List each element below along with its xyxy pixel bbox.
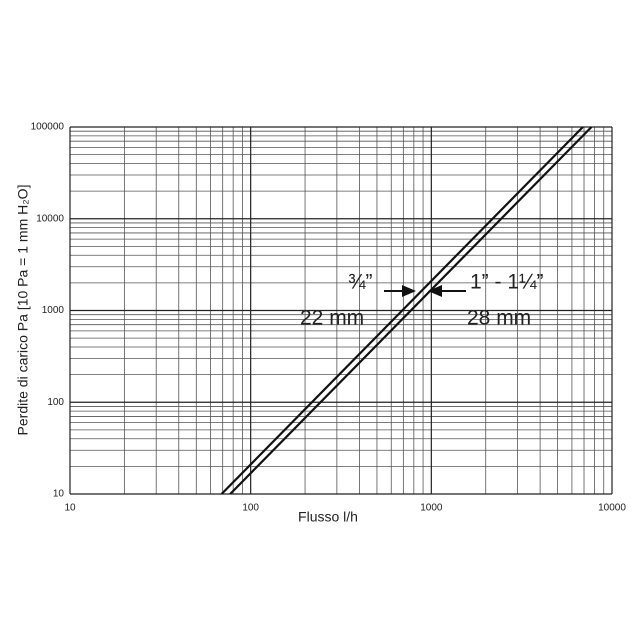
y-tick-label: 100 [47, 397, 64, 408]
y-tick-label: 1000 [42, 305, 65, 316]
series-line [220, 127, 584, 494]
series-label: 22 mm [300, 307, 364, 330]
x-axis-label: Flusso l/h [298, 509, 358, 525]
arrow [428, 285, 466, 297]
y-tick-label: 10 [53, 489, 65, 500]
series-line [229, 127, 593, 494]
y-axis-label: Perdite di carico Pa [10 Pa = 1 mm H₂O] [15, 185, 31, 436]
series-label: 28 mm [467, 307, 531, 330]
y-tick-label: 10000 [36, 213, 64, 224]
y-tick-label: 100000 [31, 122, 65, 133]
x-tick-label: 10 [64, 503, 76, 514]
annotation: 1” - 1¼” [470, 271, 544, 294]
x-tick-label: 1000 [420, 503, 443, 514]
arrow [384, 285, 416, 297]
x-tick-label: 100 [242, 503, 259, 514]
annotation: ¾” [348, 271, 373, 294]
x-tick-label: 10000 [598, 503, 626, 514]
